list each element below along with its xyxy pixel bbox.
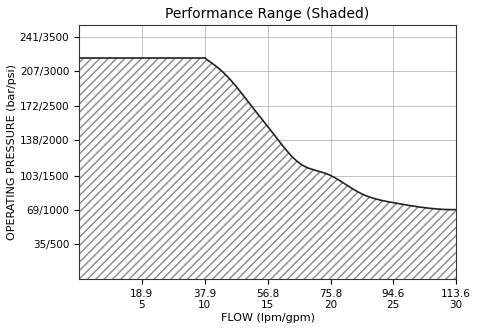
Y-axis label: OPERATING PRESSURE (bar/psi): OPERATING PRESSURE (bar/psi) (7, 64, 17, 240)
Polygon shape (79, 58, 456, 279)
X-axis label: FLOW (lpm/gpm): FLOW (lpm/gpm) (220, 313, 315, 323)
Title: Performance Range (Shaded): Performance Range (Shaded) (165, 7, 369, 21)
